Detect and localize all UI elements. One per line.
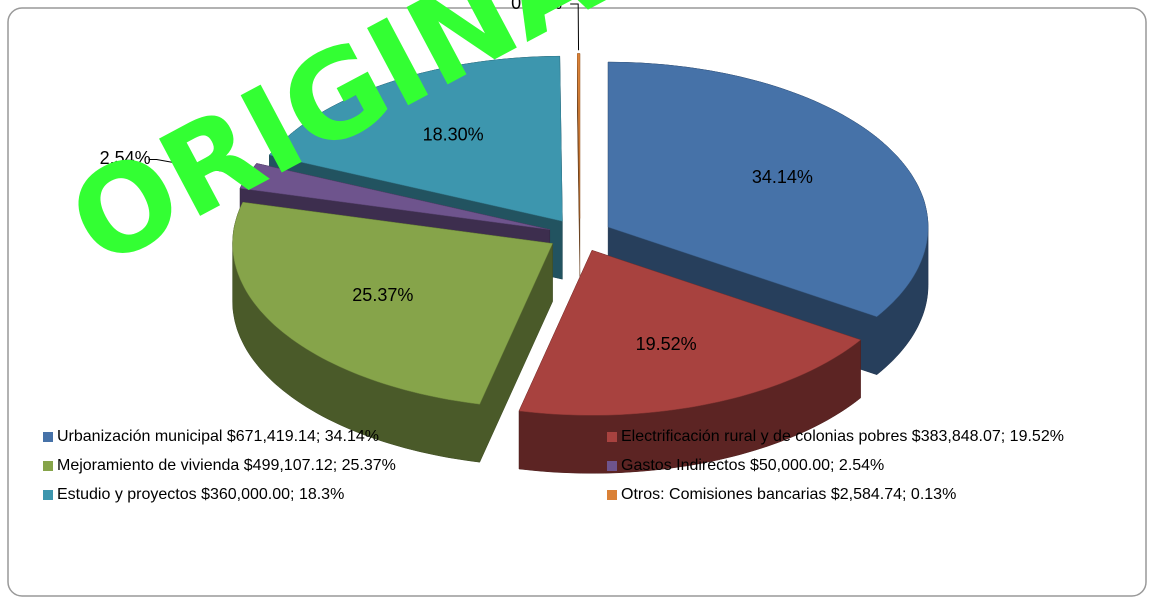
slice: [232, 201, 553, 405]
slice: [577, 53, 581, 219]
data-label: 0.13%: [511, 0, 562, 13]
data-label: 25.37%: [352, 285, 413, 305]
legend-swatch: [607, 432, 617, 442]
legend-label: Gastos Indirectos $50,000.00; 2.54%: [621, 457, 884, 474]
pie: 34.14% 19.52% 25.37% 2.54% 18.30% 0.13%: [100, 0, 929, 474]
leader-line: [148, 158, 242, 176]
legend-swatch: [43, 432, 53, 442]
data-label: 18.30%: [423, 125, 484, 145]
slice: [268, 55, 563, 222]
slice: [239, 163, 550, 230]
legend-swatch: [607, 461, 617, 471]
slice: [607, 61, 929, 317]
legend-label: Otros: Comisiones bancarias $2,584.74; 0…: [621, 486, 956, 503]
legend-label: Electrificación rural y de colonias pobr…: [621, 428, 1064, 445]
leader-line: [570, 3, 580, 51]
legend-label: Urbanización municipal $671,419.14; 34.1…: [57, 428, 379, 445]
legend-label: Mejoramiento de vivienda $499,107.12; 25…: [57, 457, 396, 474]
legend-swatch: [43, 461, 53, 471]
legend-swatch: [43, 490, 53, 500]
legend-swatch: [607, 490, 617, 500]
data-label: 2.54%: [100, 148, 151, 168]
data-label: 19.52%: [636, 334, 697, 354]
slice: [518, 249, 862, 416]
data-label: 34.14%: [752, 167, 813, 187]
legend-label: Estudio y proyectos $360,000.00; 18.3%: [57, 486, 344, 503]
legend: Urbanización municipal $671,419.14; 34.1…: [43, 428, 1064, 503]
